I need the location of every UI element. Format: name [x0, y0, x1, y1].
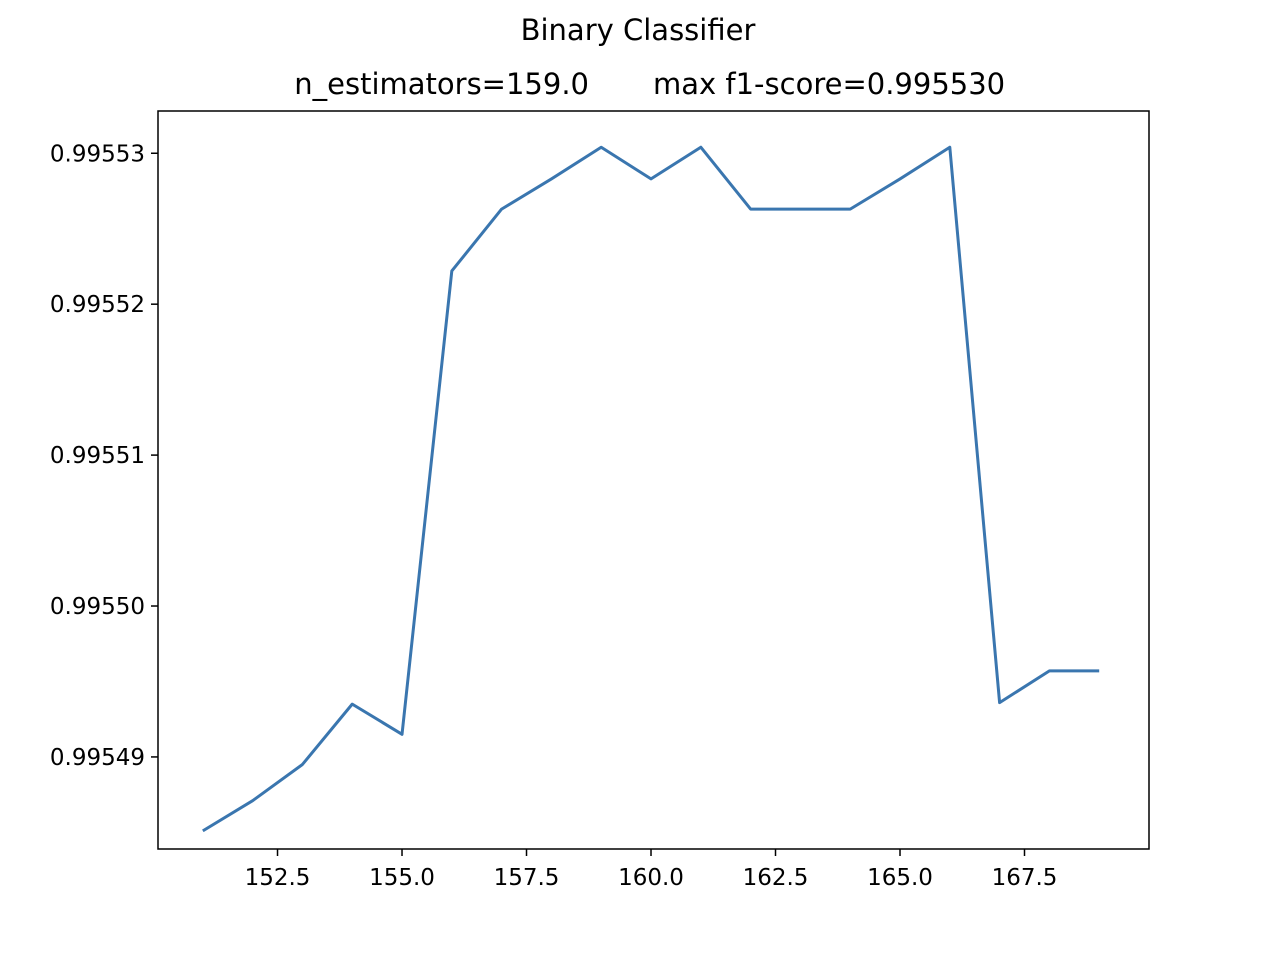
chart-subtitle-max-f1: max f1-score=0.995530	[653, 67, 1005, 101]
y-tick-label: 0.99550	[50, 594, 145, 620]
y-tick-label: 0.99551	[50, 443, 145, 469]
y-tick-label: 0.99552	[50, 292, 145, 318]
plot-area	[157, 110, 1150, 850]
y-tick-label: 0.99553	[50, 141, 145, 167]
x-tick-label: 165.0	[867, 865, 933, 891]
chart-subtitle-n-estimators: n_estimators=159.0	[294, 67, 589, 101]
plot-frame	[157, 110, 1150, 850]
x-tick-label: 157.5	[494, 865, 560, 891]
y-tick-label: 0.99549	[50, 745, 145, 771]
x-tick-label: 162.5	[743, 865, 809, 891]
x-axis: 152.5 155.0 157.5 160.0 162.5 165.0 167.5	[245, 849, 1058, 891]
chart-title: Binary Classifier	[521, 13, 756, 47]
x-tick-label: 152.5	[245, 865, 311, 891]
x-tick-label: 167.5	[992, 865, 1058, 891]
x-tick-label: 160.0	[618, 865, 684, 891]
x-tick-label: 155.0	[369, 865, 435, 891]
series-line-0	[202, 145, 1100, 833]
y-axis: 0.99549 0.99550 0.99551 0.99552 0.99553	[50, 141, 158, 771]
